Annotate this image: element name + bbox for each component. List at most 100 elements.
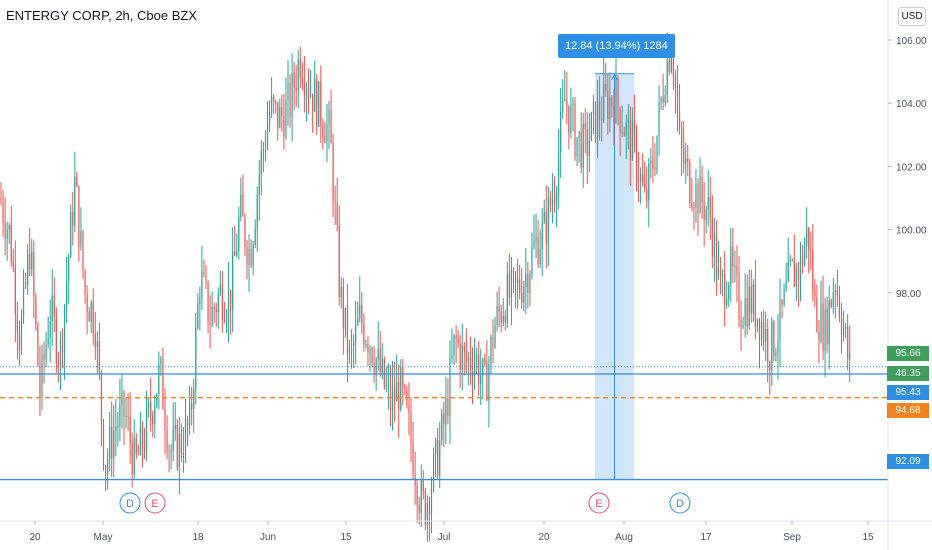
candle-body: [478, 354, 480, 385]
candle-body: [701, 176, 703, 203]
candle-body: [560, 111, 562, 153]
time-tick-label: Jul: [438, 532, 451, 543]
candle-body: [775, 352, 777, 356]
candle-body: [558, 152, 560, 194]
candle-body: [793, 260, 795, 287]
dividend-marker[interactable]: [669, 492, 691, 514]
candle-body: [832, 292, 834, 307]
candle-body: [730, 246, 732, 285]
candle-body: [457, 338, 459, 344]
candle-body: [428, 502, 431, 515]
candle-body: [324, 135, 326, 143]
candle-body: [662, 97, 664, 103]
candle-body: [726, 299, 728, 306]
candle-body: [627, 120, 629, 123]
time-tick-label: 15: [340, 532, 352, 543]
candle-body: [541, 222, 543, 250]
candle-body: [10, 224, 12, 263]
candle-body: [295, 87, 297, 91]
candle-body: [633, 120, 636, 132]
candle-body: [502, 315, 504, 323]
candle-body: [37, 324, 39, 366]
candle-body: [625, 122, 627, 137]
candle-body: [840, 317, 843, 335]
candle-body: [674, 75, 677, 87]
candle-body: [203, 271, 205, 275]
candle-body: [795, 266, 797, 287]
candle-body: [129, 416, 131, 444]
candle-body: [607, 90, 609, 120]
candle-body: [416, 485, 418, 506]
candle-body: [588, 140, 590, 156]
candle-body: [412, 442, 414, 475]
last-price-badge: 95.66: [887, 346, 929, 361]
candle-body: [603, 84, 605, 121]
candle-body: [365, 344, 367, 346]
candle-body: [767, 328, 769, 363]
candle-body: [654, 168, 656, 170]
candle-body: [191, 402, 193, 410]
currency-button[interactable]: USD: [898, 7, 926, 26]
candle-body: [27, 253, 29, 285]
candle-body: [344, 307, 346, 329]
candle-body: [145, 407, 148, 451]
candle-body: [635, 131, 638, 177]
candle-body: [445, 399, 447, 425]
time-tick-label: Jun: [260, 532, 276, 543]
candle-body: [389, 383, 392, 410]
candle-body: [799, 254, 802, 281]
candle-body: [763, 322, 765, 343]
candle-body: [736, 266, 738, 275]
candle-body: [521, 293, 523, 303]
candle-body: [68, 257, 70, 282]
candle-body: [104, 465, 107, 475]
candle-body: [818, 332, 820, 342]
candle-body: [307, 88, 310, 96]
candle-body: [92, 302, 94, 334]
candle-body: [119, 404, 121, 427]
candle-body: [271, 96, 273, 113]
candle-body: [724, 273, 726, 306]
candle-body: [227, 289, 230, 318]
candle-body: [49, 321, 51, 338]
candle-body: [756, 318, 759, 327]
candle-body: [568, 105, 570, 133]
candle-body: [143, 448, 146, 451]
candle-body: [408, 405, 410, 413]
candle-body: [629, 120, 631, 161]
candle-body: [197, 304, 199, 328]
earnings-marker[interactable]: [144, 492, 166, 514]
candle-body: [549, 197, 551, 207]
candle-body: [244, 216, 246, 248]
candle-body: [822, 303, 824, 351]
candle-body: [312, 93, 314, 112]
candle-body: [328, 109, 330, 124]
candle-body: [773, 321, 775, 356]
candle-body: [258, 174, 260, 196]
candle-body: [717, 266, 720, 278]
time-tick-label: Aug: [615, 532, 633, 543]
candle-body: [2, 202, 4, 223]
candle-body: [225, 317, 228, 321]
horizontal-lines[interactable]: [0, 366, 888, 481]
candle-body: [693, 207, 695, 209]
candle-body: [572, 103, 574, 106]
candle-body: [849, 353, 851, 360]
earnings-marker[interactable]: [588, 492, 610, 514]
candle-body: [381, 358, 383, 373]
candle-body: [8, 224, 10, 230]
candle-body: [443, 413, 445, 425]
candle-body: [842, 328, 845, 335]
candle-body: [678, 111, 681, 128]
candle-body: [338, 224, 340, 298]
candle-body: [592, 101, 595, 113]
candle-body: [123, 391, 125, 418]
candle-body: [664, 94, 666, 103]
candle-body: [45, 344, 47, 360]
dividend-marker[interactable]: [119, 492, 141, 514]
candle-body: [135, 437, 137, 454]
candle-body: [623, 132, 625, 137]
